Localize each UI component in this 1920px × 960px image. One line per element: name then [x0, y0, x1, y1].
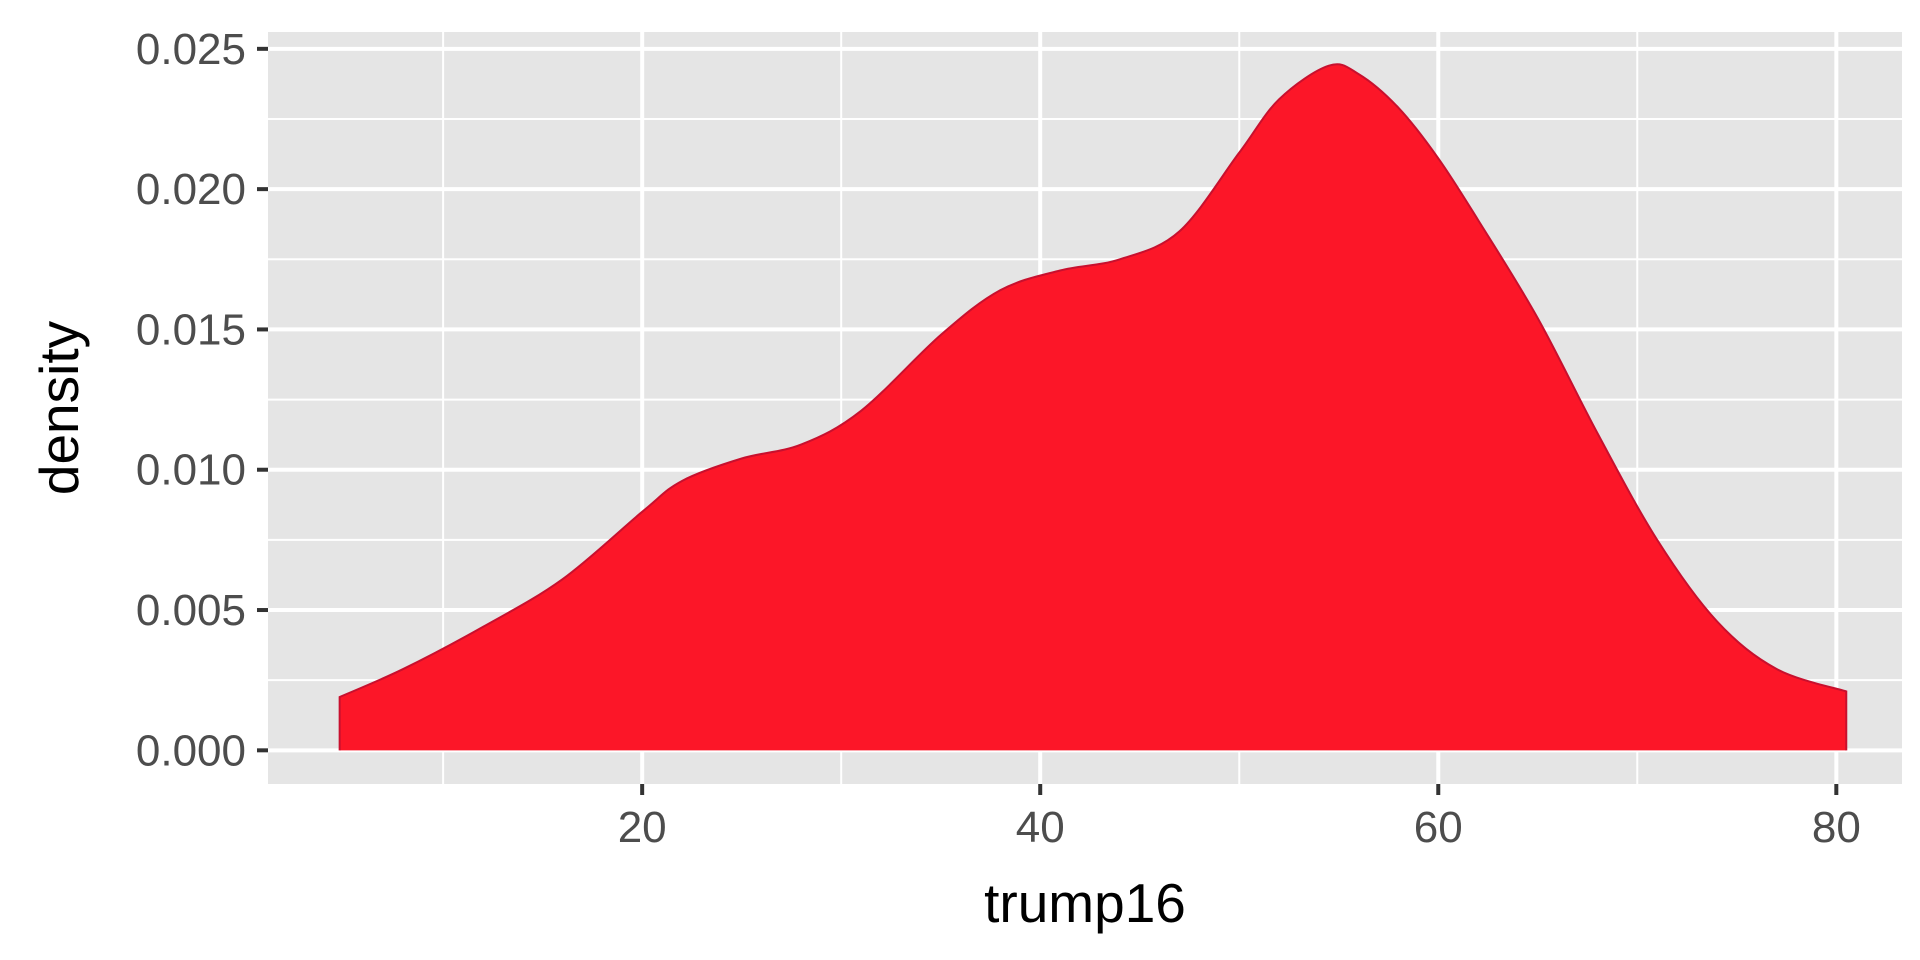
- y-axis: 0.000 0.005 0.010 0.015 0.020 0.025: [136, 25, 268, 775]
- density-area: [339, 64, 1847, 751]
- density-series: [338, 63, 1848, 751]
- y-tick-label: 0.025: [136, 25, 246, 74]
- x-tick-label: 80: [1812, 803, 1861, 852]
- x-tick-label: 20: [618, 803, 667, 852]
- y-tick-label: 0.000: [136, 726, 246, 775]
- x-tick-label: 40: [1016, 803, 1065, 852]
- x-axis-title: trump16: [984, 872, 1186, 934]
- x-axis: 20 40 60 80: [618, 784, 1861, 852]
- density-outline: [338, 63, 1848, 751]
- y-tick-label: 0.020: [136, 165, 246, 214]
- y-tick-label: 0.015: [136, 305, 246, 354]
- y-tick-label: 0.005: [136, 586, 246, 635]
- y-axis-title: density: [28, 320, 90, 495]
- x-tick-label: 60: [1414, 803, 1463, 852]
- y-tick-label: 0.010: [136, 446, 246, 495]
